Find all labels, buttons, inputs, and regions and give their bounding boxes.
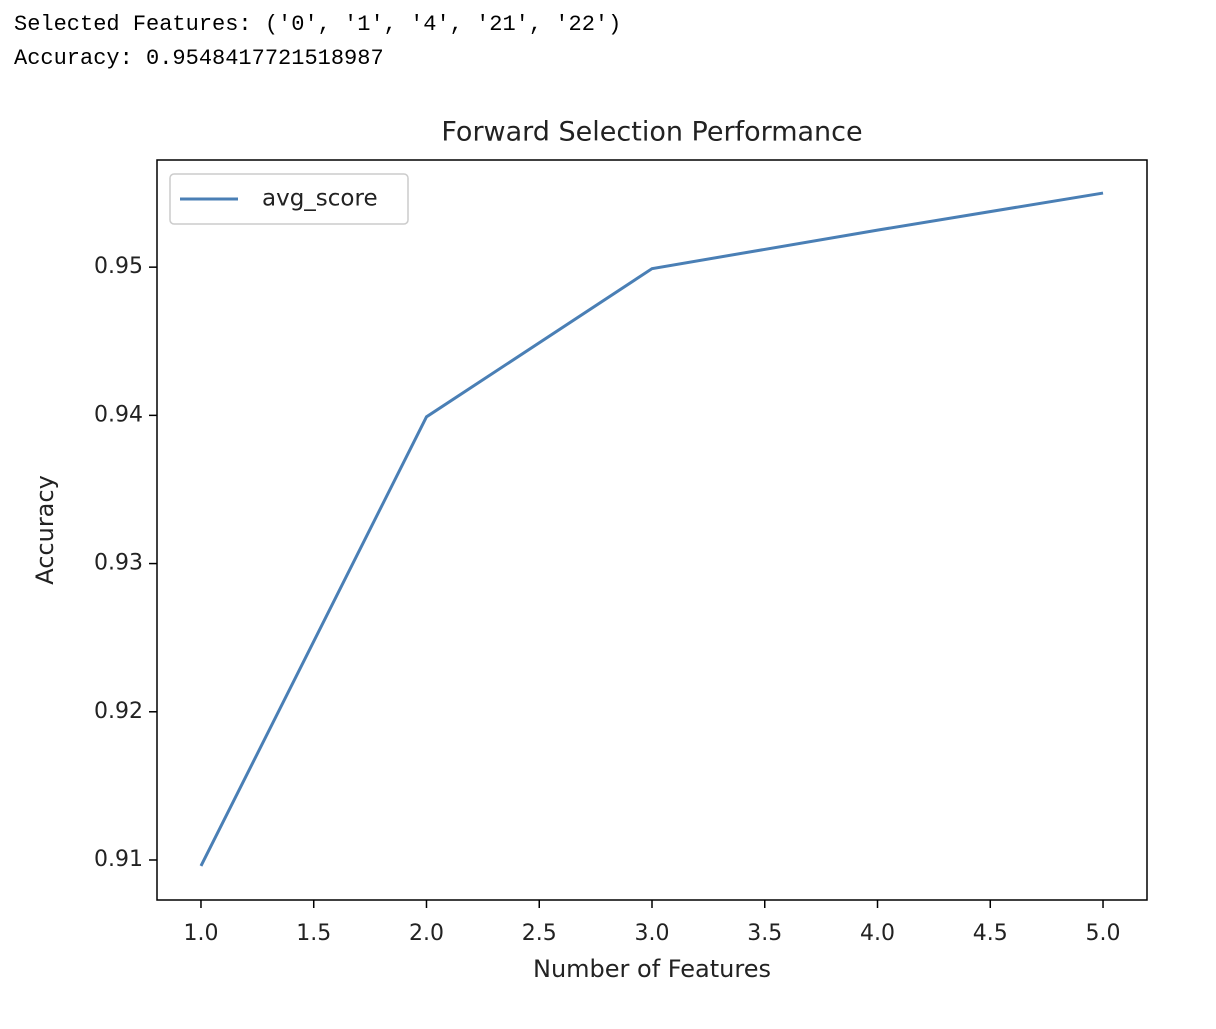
y-axis-label: Accuracy [31, 475, 59, 585]
x-tick-label: 2.0 [409, 921, 444, 946]
console-line: Accuracy: 0.9548417721518987 [14, 46, 384, 71]
y-tick-label: 0.95 [94, 254, 143, 279]
data-line [199, 191, 1104, 867]
x-tick-label: 2.5 [522, 921, 557, 946]
x-tick-label: 1.5 [296, 921, 331, 946]
x-tick-label: 5.0 [1086, 921, 1121, 946]
legend-label: avg_score [262, 186, 378, 212]
legend-box [169, 173, 409, 225]
y-tick-label: 0.93 [94, 551, 143, 576]
x-axis-label: Number of Features [533, 955, 771, 983]
y-tick-label: 0.94 [94, 402, 143, 427]
x-tick-label: 1.0 [183, 921, 218, 946]
chart-title: Forward Selection Performance [441, 117, 862, 148]
x-tick-label: 4.5 [973, 921, 1008, 946]
x-tick-label: 3.0 [635, 921, 670, 946]
y-tick-label: 0.92 [94, 699, 143, 724]
x-tick-label: 3.5 [747, 921, 782, 946]
x-tick-label: 4.0 [860, 921, 895, 946]
plot-frame [156, 159, 1148, 901]
console-line: Selected Features: ('0', '1', '4', '21',… [14, 12, 621, 37]
y-tick-label: 0.91 [94, 847, 143, 872]
